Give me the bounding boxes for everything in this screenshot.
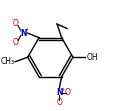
Text: +: + [24, 27, 28, 32]
Text: CH₃: CH₃ [1, 57, 15, 66]
Text: N: N [20, 29, 26, 38]
Text: O: O [64, 88, 70, 97]
Text: O: O [13, 38, 19, 47]
Text: -: - [12, 18, 14, 23]
Text: O: O [56, 98, 62, 107]
Text: O: O [13, 19, 19, 28]
Text: OH: OH [86, 53, 97, 62]
Text: N: N [56, 88, 62, 97]
Text: -: - [69, 87, 71, 92]
Text: +: + [60, 87, 64, 92]
